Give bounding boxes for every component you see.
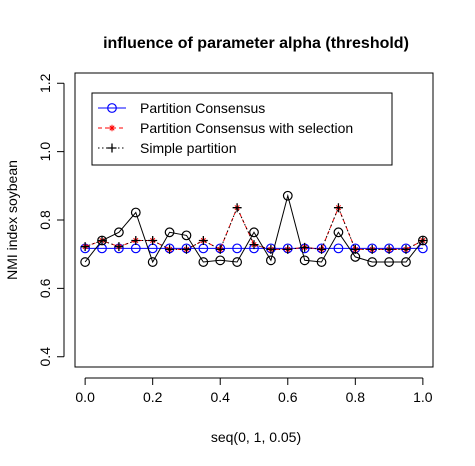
y-tick-label: 0.4 (37, 347, 53, 367)
series-3-point (249, 240, 259, 250)
series-4-point (316, 257, 327, 267)
axes: 0.0 0.2 0.4 0.6 0.8 1.0 0.4 0.6 0.8 1.0 1.2 (37, 73, 433, 405)
series-3-line (84, 206, 424, 251)
legend-label: Partition Consensus (140, 100, 265, 116)
series-3-point (131, 236, 141, 246)
series-4-point (401, 257, 411, 267)
series-3-point (367, 244, 377, 254)
x-tick-label: 0.2 (143, 389, 163, 405)
series-3-point (114, 242, 124, 252)
plot-frame (74, 72, 434, 368)
series-3-point (232, 203, 242, 213)
series-1-point (232, 243, 243, 254)
legend-item: Simple partition (98, 140, 237, 156)
series-3-point (401, 244, 411, 254)
series-3-point (384, 244, 394, 254)
chart-title: influence of parameter alpha (threshold) (103, 35, 409, 52)
legend-item: Partition Consensus (98, 100, 265, 116)
series-4-point (114, 227, 124, 238)
y-tick-label: 0.6 (37, 278, 53, 298)
legend-swatch-marker (108, 124, 116, 132)
series-4-line (84, 193, 424, 264)
series-3-point (181, 244, 191, 254)
x-axis-label: seq(0, 1, 0.05) (211, 429, 301, 445)
series-4-point (80, 257, 91, 267)
series-4 (80, 190, 428, 267)
series-4-point (249, 227, 259, 238)
series-4-point (164, 227, 175, 238)
y-tick-label: 1.0 (37, 142, 53, 162)
series-4-point (198, 257, 209, 267)
series-4-point (350, 252, 361, 262)
series-4-point (299, 255, 310, 266)
series-4-point (97, 235, 107, 246)
x-tick-label: 1.0 (413, 389, 433, 405)
series-4-point (367, 257, 378, 267)
x-tick-label: 0.0 (75, 389, 95, 405)
legend-swatch-marker (107, 103, 117, 113)
series-3 (80, 203, 428, 254)
legend: Partition Consensus Partition Consensus w… (91, 92, 393, 166)
series-layer (80, 190, 428, 267)
series-4-point (147, 257, 158, 267)
series-4-point (265, 255, 276, 266)
series-4-point (282, 190, 293, 201)
series-3-point (317, 244, 327, 254)
series-3-point (80, 242, 90, 252)
series-3-point (198, 236, 208, 246)
series-4-point (232, 257, 243, 267)
legend-box (91, 92, 393, 166)
legend-swatch-marker (107, 143, 117, 153)
legend-label: Simple partition (140, 140, 237, 156)
series-4-point (333, 227, 344, 238)
y-tick-label: 0.8 (37, 210, 53, 230)
x-tick-label: 0.6 (278, 389, 298, 405)
series-4-point (215, 255, 226, 266)
legend-item: Partition Consensus with selection (98, 120, 353, 136)
series-3-point (148, 236, 158, 246)
series-4-point (130, 207, 141, 218)
series-1-point (333, 243, 344, 254)
series-3-point (215, 244, 225, 254)
series-3-point (283, 244, 293, 254)
series-4-point (417, 235, 428, 246)
series-4-point (384, 257, 394, 267)
x-tick-label: 0.4 (210, 389, 230, 405)
legend-label: Partition Consensus with selection (140, 120, 353, 136)
series-3-point (165, 244, 175, 254)
y-tick-label: 1.2 (37, 73, 53, 93)
series-4-point (181, 230, 192, 241)
x-tick-label: 0.8 (346, 389, 366, 405)
series-3-point (333, 203, 343, 213)
y-axis-label: NMI index soybean (4, 160, 20, 280)
